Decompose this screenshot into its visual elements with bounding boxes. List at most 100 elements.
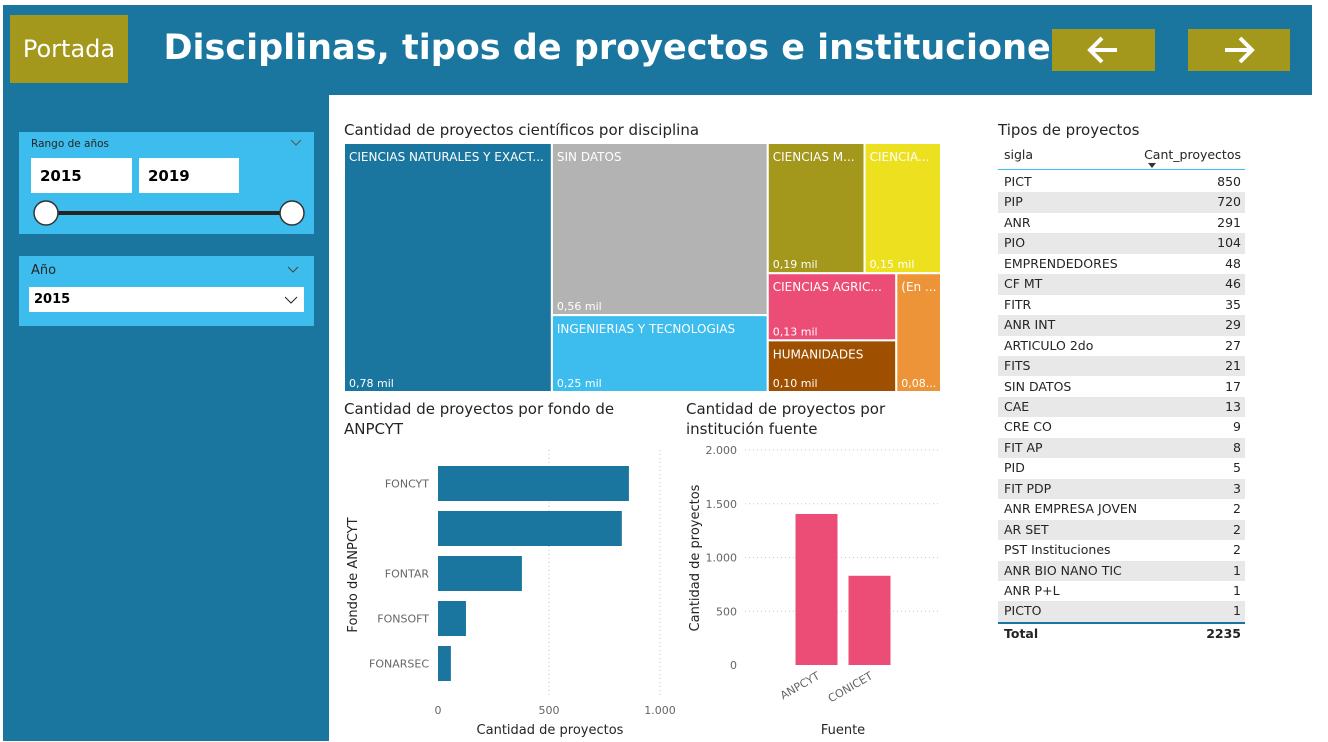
tile-label: CIENCIAS M...	[773, 150, 855, 164]
y-tick-label: 500	[716, 605, 737, 618]
table-row	[998, 540, 1245, 561]
chevron	[290, 139, 302, 146]
table-cell: PST Instituciones	[1004, 542, 1111, 558]
table-cell: 5	[1233, 460, 1241, 476]
table-cell: PIP	[1004, 194, 1023, 210]
table-cell: PID	[1004, 460, 1025, 476]
table: sigla Cant_proyectos PICT 850 PIP 720 ANR 291 PI…	[998, 143, 1245, 643]
next-button[interactable]	[1188, 29, 1290, 71]
table-cell: ANR INT	[1004, 317, 1056, 333]
table-row	[998, 417, 1245, 438]
y-axis-title: Cantidad de proyectos	[688, 484, 703, 631]
y-tick-label: FONTAR	[385, 568, 430, 581]
table-cell: 1	[1233, 562, 1241, 578]
year-slicer[interactable]: Año 2015	[19, 256, 314, 326]
tile-value-label: 0,13 mil	[773, 325, 818, 338]
bar	[438, 601, 466, 636]
tile-label: CIENCIAS AGRIC...	[773, 280, 882, 294]
table-cell: 48	[1225, 255, 1241, 271]
table-cell: FIT AP	[1004, 439, 1043, 455]
table-cell: PIO	[1004, 235, 1026, 251]
chart-title: Cantidad de proyectos por institución fu…	[686, 400, 886, 438]
x-tick-label: CONICET	[826, 669, 875, 705]
x-tick-label: 500	[539, 704, 560, 717]
header-rule	[998, 169, 1245, 170]
treemap-tile	[550, 142, 769, 317]
table-row	[998, 315, 1245, 336]
y-tick-label: 0	[730, 659, 737, 672]
table-cell: 21	[1225, 358, 1241, 374]
back-arrow	[1087, 36, 1117, 64]
total-rule	[998, 621, 1245, 624]
slicer-title: Año	[31, 263, 57, 278]
table-row	[998, 519, 1245, 541]
selected-year: 2015	[34, 292, 71, 307]
treemap-tile	[863, 142, 942, 275]
treemap-tile	[766, 142, 866, 275]
y-tick-label: 2.000	[706, 444, 738, 457]
table-row	[998, 376, 1245, 397]
table-row	[998, 335, 1245, 357]
x-tick-label: 0	[435, 704, 442, 717]
back-button[interactable]	[1052, 29, 1155, 71]
y-axis-title: Fondo de ANPCYT	[346, 517, 361, 632]
treemap-tile	[550, 314, 769, 394]
table-row	[998, 212, 1245, 234]
table-row	[998, 437, 1245, 459]
table-row	[998, 294, 1245, 316]
table-row	[998, 274, 1245, 295]
table-row	[998, 253, 1245, 275]
table-cell: 1	[1233, 603, 1241, 619]
slicer-title: Rango de años	[31, 138, 110, 150]
table-cell: ANR	[1004, 214, 1031, 230]
table-cell: FIT PDP	[1004, 480, 1052, 496]
x-axis-title: Cantidad de proyectos	[477, 723, 624, 738]
y-tick-label: FONSOFT	[377, 613, 429, 626]
column-header: sigla	[1004, 147, 1034, 162]
x-tick-label: 1.000	[644, 704, 676, 717]
table-cell: 29	[1225, 317, 1241, 333]
table-row	[998, 396, 1245, 418]
table-cell: 720	[1217, 194, 1241, 210]
table-cell: ANR BIO NANO TIC	[1004, 562, 1122, 578]
bar	[438, 646, 451, 681]
table-cell: 13	[1225, 398, 1241, 414]
to-input[interactable]: 2019	[139, 158, 239, 193]
chevron	[284, 296, 298, 304]
table-row	[998, 581, 1245, 602]
range-slider[interactable]	[19, 198, 314, 228]
table-cell: 2	[1233, 542, 1241, 558]
year-range-slicer[interactable]: Rango de años 2015 2019	[19, 132, 314, 234]
table-row	[998, 458, 1245, 479]
home-button[interactable]: Portada	[10, 15, 128, 83]
total-cell: 2235	[1206, 625, 1241, 641]
y-tick-label: 1.000	[706, 552, 738, 565]
table-cell: 1	[1233, 583, 1241, 598]
tile-label: CIENCIAS NATURALES Y EXACT...	[349, 150, 544, 164]
y-tick-label: FONARSEC	[369, 658, 429, 671]
chart-title: Cantidad de proyectos científicos por di…	[344, 121, 700, 139]
table-cell: CRE CO	[1004, 419, 1052, 435]
table-cell: PICTO	[1004, 603, 1042, 619]
table-cell: 104	[1217, 235, 1241, 251]
table-cell: 850	[1217, 174, 1241, 189]
bar	[795, 513, 838, 665]
page-title: Disciplinas, tipos de proyectos e instit…	[163, 28, 1072, 68]
tile-label: CIENCIA...	[870, 150, 930, 164]
treemap-tile	[766, 339, 898, 393]
column-header: Cant_proyectos	[1144, 147, 1241, 162]
from-input[interactable]: 2015	[31, 158, 132, 193]
y-tick-label: 1.500	[706, 498, 738, 511]
table-cell: CAE	[1004, 398, 1030, 414]
table-cell: SIN DATOS	[1004, 378, 1072, 394]
chart-title: Cantidad de proyectos por fondo de ANPCY…	[344, 400, 615, 438]
table-cell: CF MT	[1004, 276, 1043, 292]
next-arrow	[1225, 36, 1255, 64]
table-row	[998, 560, 1245, 581]
table-cell: EMPRENDEDORES	[1004, 255, 1118, 271]
table-cell: 291	[1217, 214, 1241, 230]
year-dropdown[interactable]: 2015	[29, 287, 304, 312]
tile-value-label: 0,25 mil	[557, 377, 602, 390]
